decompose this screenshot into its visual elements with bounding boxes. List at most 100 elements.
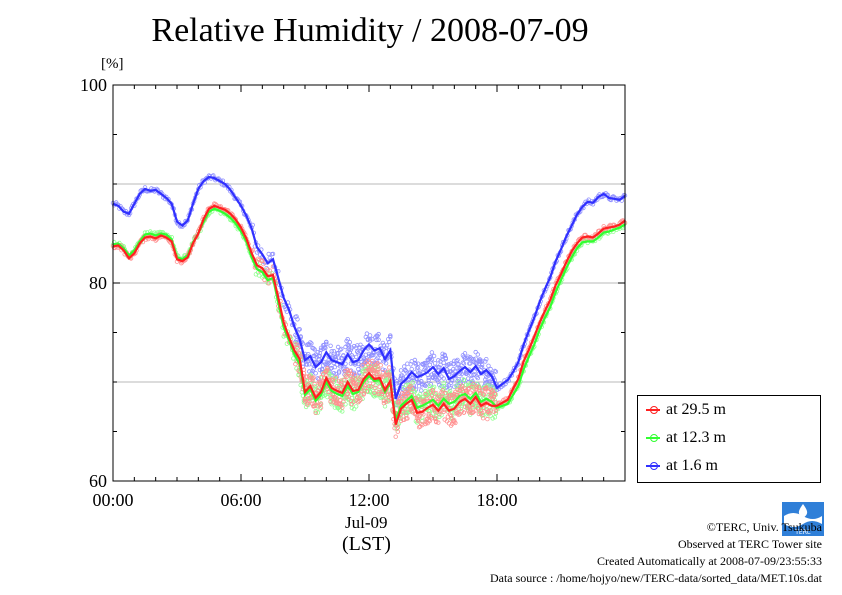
legend-item-29-5m: at 29.5 m [646, 400, 726, 420]
data-point [308, 340, 313, 345]
data-point [344, 374, 349, 379]
legend: at 29.5 m at 12.3 m at 1.6 m [637, 395, 821, 483]
data-point [426, 377, 431, 383]
data-point [317, 367, 323, 373]
data-point [383, 361, 389, 366]
data-point [343, 402, 348, 407]
data-point [462, 351, 468, 356]
data-point [364, 331, 370, 336]
data-point [405, 416, 410, 421]
terc-logo-icon: TERC [782, 502, 824, 536]
data-point [455, 357, 460, 363]
data-point [315, 410, 320, 415]
data-point [423, 391, 428, 397]
data-point [475, 375, 480, 381]
data-point [473, 356, 478, 361]
data-point [318, 347, 324, 353]
data-point [436, 420, 441, 425]
data-point [365, 358, 371, 363]
legend-label: at 1.6 m [666, 457, 718, 474]
data-point [469, 384, 474, 390]
chart-title: Relative Humidity / 2008-07-09 [151, 12, 589, 49]
data-point [372, 390, 377, 396]
data-point [325, 360, 330, 365]
data-point [360, 363, 365, 368]
data-point [338, 397, 343, 403]
footer-copyright: ©TERC, Univ. Tsukuba [706, 520, 822, 534]
data-point [403, 407, 408, 412]
data-point [384, 343, 390, 348]
footer-source: Data source : /home/hojyo/new/TERC-data/… [489, 571, 822, 585]
data-point [349, 401, 355, 407]
data-point [374, 337, 379, 343]
data-point [425, 366, 430, 371]
data-point [324, 341, 329, 347]
data-point [338, 347, 343, 352]
data-point [409, 409, 414, 414]
data-point [364, 389, 370, 394]
data-point [387, 365, 392, 370]
data-point [302, 398, 308, 404]
data-point [446, 362, 452, 367]
data-point [410, 380, 415, 385]
data-point [426, 411, 431, 417]
data-point [438, 362, 443, 368]
data-point [341, 353, 346, 358]
data-point [373, 385, 378, 391]
data-point [283, 307, 288, 312]
data-point [331, 371, 336, 376]
data-point [380, 340, 386, 346]
data-point [395, 429, 400, 434]
data-point [459, 383, 464, 388]
data-point [380, 370, 386, 375]
series-line [112, 175, 626, 400]
data-point [375, 355, 380, 360]
legend-item-12-3m: at 12.3 m [646, 428, 726, 448]
data-point [355, 395, 360, 400]
data-point [324, 339, 329, 345]
data-point [314, 360, 319, 365]
data-point [357, 398, 362, 404]
data-point [376, 331, 381, 337]
x-axis-label: (LST) [342, 533, 391, 555]
data-point [317, 353, 323, 359]
data-point [431, 353, 437, 359]
data-point [323, 345, 328, 350]
data-point [427, 383, 432, 389]
data-point [437, 382, 442, 388]
data-point [358, 397, 363, 402]
data-point [345, 392, 350, 397]
data-point [415, 361, 421, 366]
data-point [347, 340, 352, 345]
data-point [491, 409, 496, 414]
data-point [313, 410, 318, 415]
legend-label: at 12.3 m [666, 429, 726, 446]
legend-swatch-icon [646, 462, 660, 470]
data-point [437, 365, 442, 370]
data-point [468, 390, 473, 395]
data-point [324, 390, 329, 395]
data-point [295, 346, 300, 351]
data-point [354, 404, 359, 409]
data-point [432, 376, 438, 381]
data-point [410, 386, 415, 391]
data-point [361, 391, 366, 396]
data-point [398, 368, 404, 373]
data-point [461, 377, 467, 383]
data-point [365, 337, 371, 343]
data-point [441, 376, 446, 381]
y-tick-label: 80 [89, 273, 107, 293]
data-point [330, 392, 335, 398]
data-point [267, 268, 272, 273]
data-point [330, 378, 335, 383]
data-point [469, 356, 474, 361]
data-point [419, 388, 424, 393]
data-point [443, 390, 448, 396]
data-point [492, 415, 498, 420]
data-point [470, 410, 475, 415]
data-point [330, 354, 335, 359]
footer-created: Created Automatically at 2008-07-09/23:5… [597, 554, 822, 568]
x-tick-label: 06:00 [220, 490, 261, 510]
data-point [376, 367, 381, 372]
data-point [427, 362, 432, 368]
